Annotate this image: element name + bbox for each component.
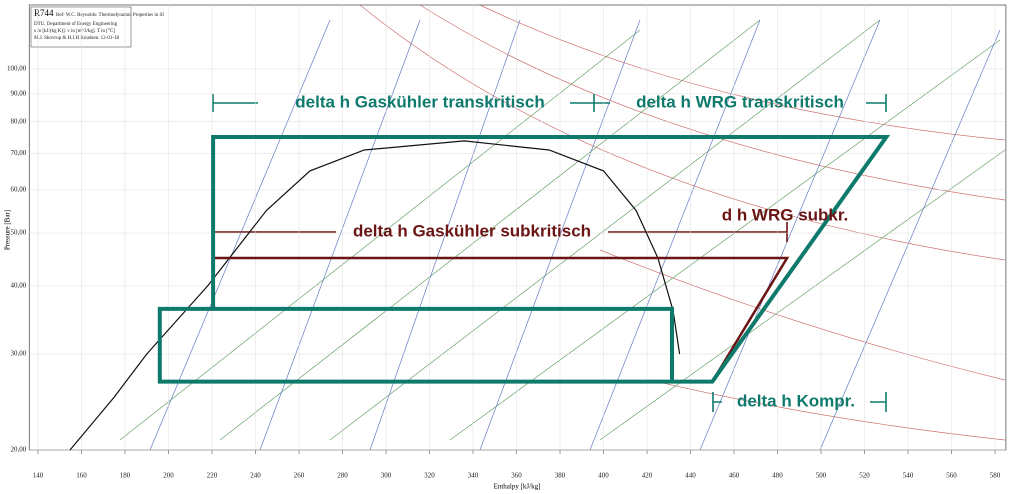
x-tick-label: 280 [337,472,348,480]
y-tick-label: 80,00 [11,117,27,125]
info-line: M.J. Skovrup & H.J.H Knudsen. 12-01-18 [34,36,120,41]
x-tick-label: 480 [772,472,783,480]
x-tick-label: 440 [685,472,696,480]
y-tick-label: 40,00 [11,281,27,289]
x-tick-label: 180 [120,472,131,480]
annotation: delta h Gaskühler transkritisch [295,92,544,111]
x-tick-label: 460 [729,472,740,480]
annotation: d h WRG subkr. [722,205,849,224]
x-tick-label: 200 [163,472,174,480]
x-tick-label: 560 [946,472,957,480]
series-line [213,256,790,383]
x-tick-label: 400 [598,472,609,480]
x-tick-label: 300 [381,472,392,480]
info-line: DTU, Department of Energy Engineering [34,22,118,27]
y-tick-label: 20,00 [11,446,27,454]
x-tick-label: 540 [903,472,914,480]
chart-title: R744 [34,8,54,18]
series-line [69,140,681,451]
x-tick-label: 140 [33,472,44,480]
y-tick-label: 90,00 [11,89,27,97]
x-tick-label: 500 [816,472,827,480]
x-tick-label: 580 [990,472,1001,480]
x-tick-label: 240 [250,472,261,480]
x-axis-label: Enthalpy [kJ/kg] [494,483,541,491]
x-tick-label: 380 [555,472,566,480]
info-box [30,6,132,48]
annotation: delta h Gaskühler subkritisch [353,221,591,240]
info-line: s in [kJ/(kg K)]. v in [m^3/kg]. T in [°… [34,29,115,34]
x-tick-label: 220 [207,472,218,480]
x-tick-label: 320 [424,472,435,480]
y-tick-label: 100,00 [7,65,27,73]
series-line [157,135,891,384]
y-tick-label: 70,00 [11,149,27,157]
annotation: delta h Kompr. [737,391,855,410]
x-tick-label: 340 [468,472,479,480]
x-tick-label: 260 [294,472,305,480]
y-tick-label: 30,00 [11,350,27,358]
chart-subtitle: Ref: W.C. Reynolds: Thermodynamic Proper… [56,13,164,18]
x-tick-label: 520 [859,472,870,480]
y-tick-label: 60,00 [11,185,27,193]
y-tick-label: 50,00 [11,229,27,237]
dimension-lines [212,94,887,412]
annotation: delta h WRG transkritisch [636,92,844,111]
x-tick-label: 160 [76,472,87,480]
y-axis-label: Pressure [Bar] [4,210,12,250]
x-tick-label: 360 [511,472,522,480]
x-tick-label: 420 [642,472,653,480]
